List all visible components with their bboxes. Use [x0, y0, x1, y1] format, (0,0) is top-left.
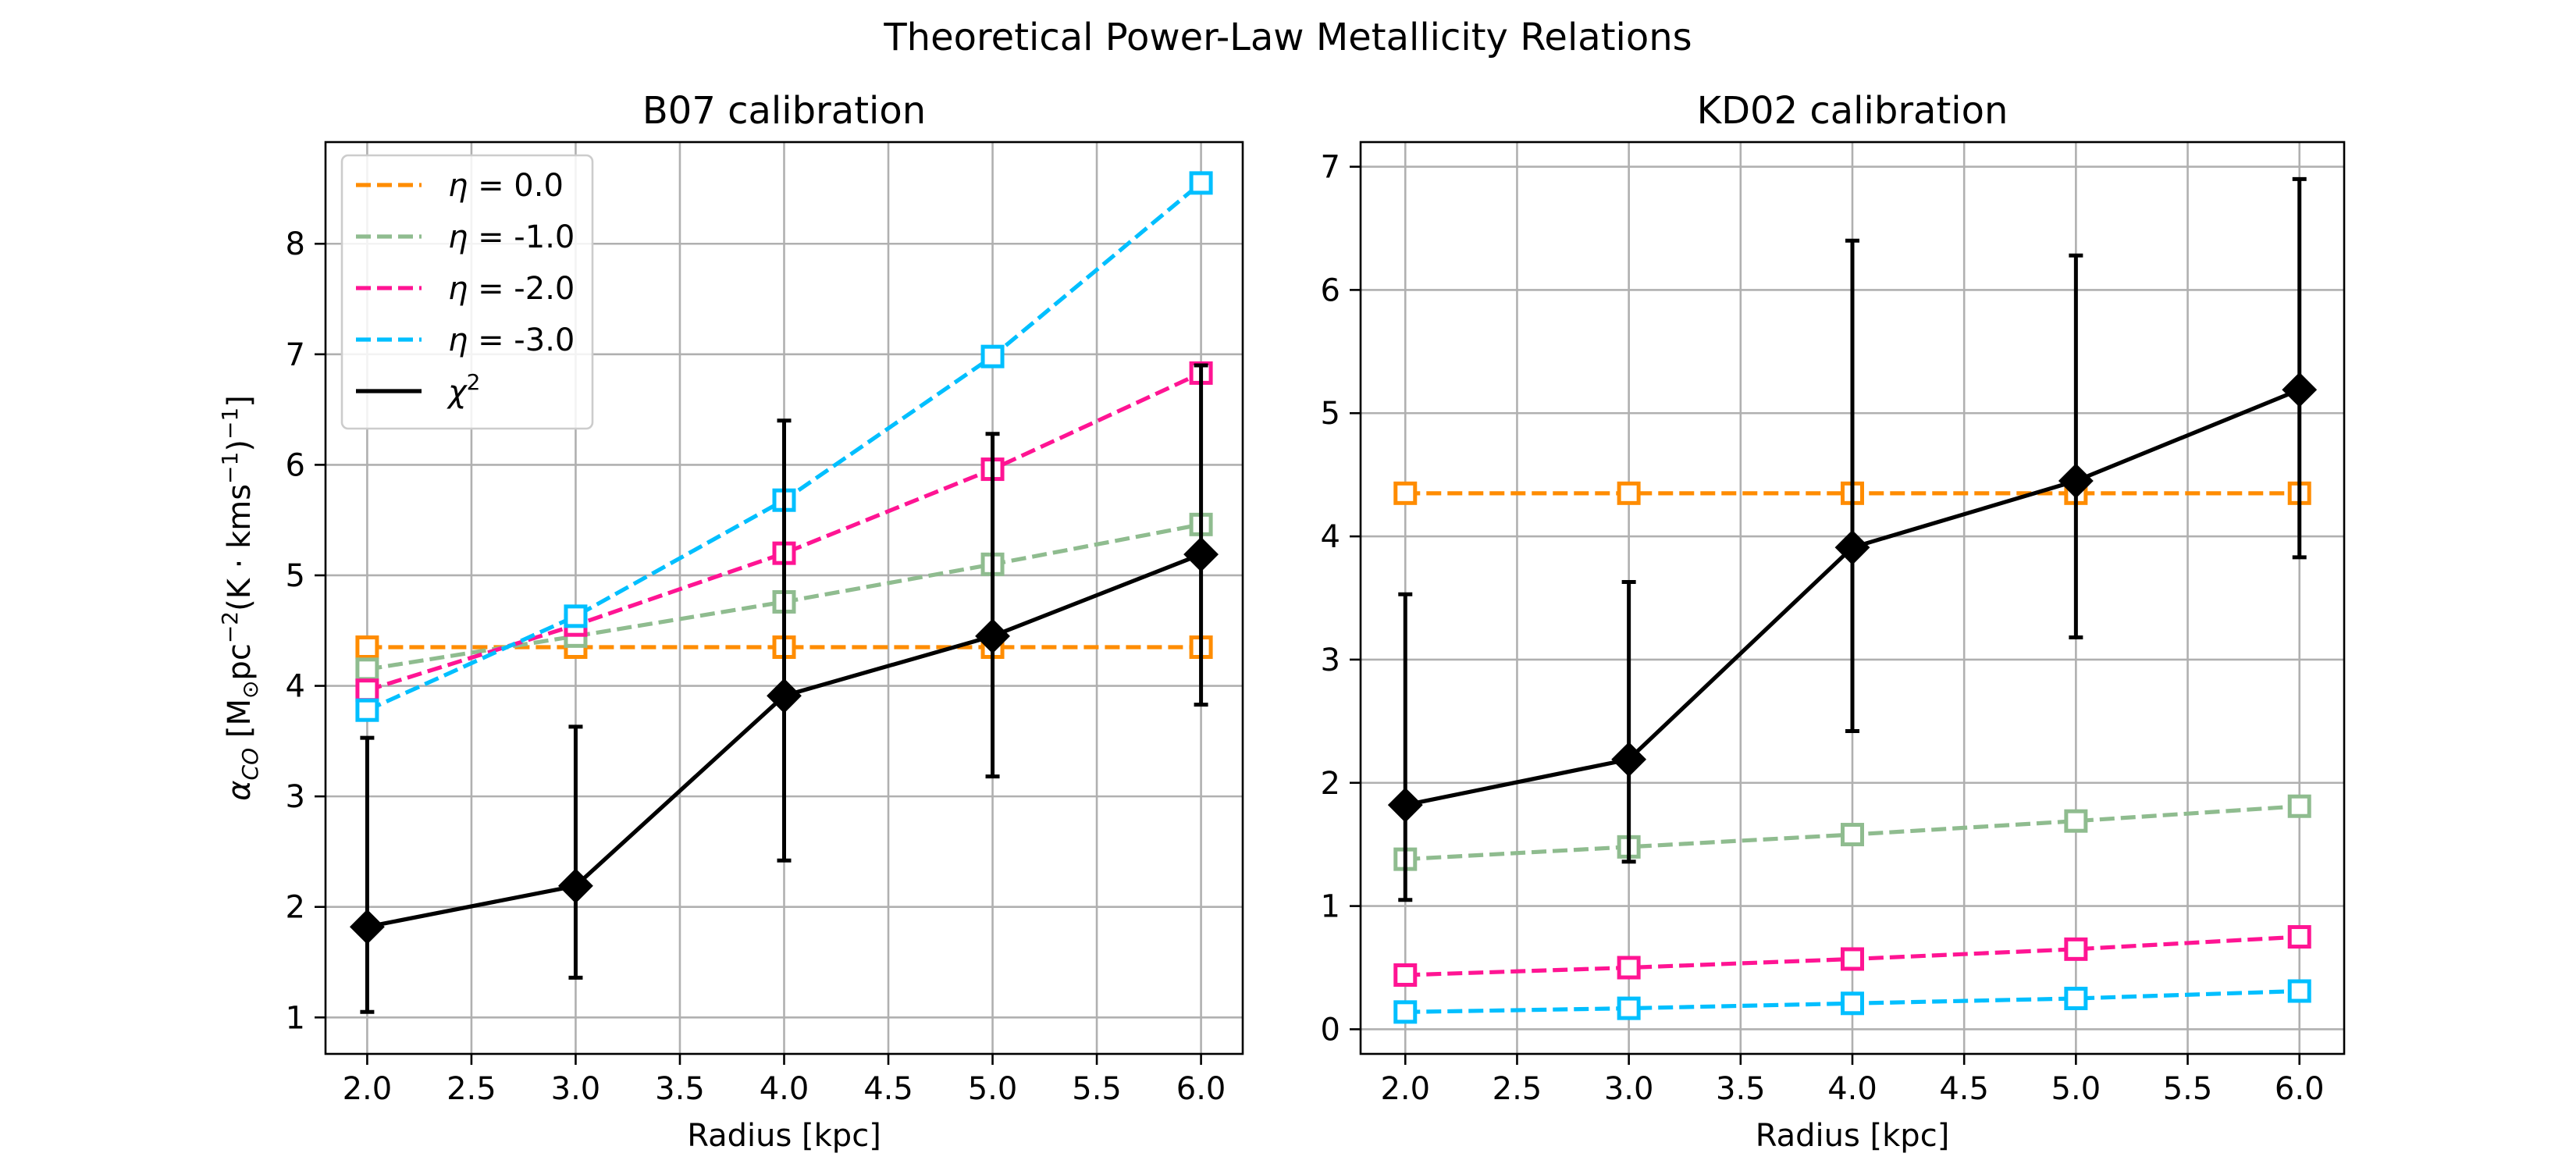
data-point: [1189, 171, 1213, 195]
x-tick-label: 4.0: [1827, 1071, 1877, 1107]
data-point: [2058, 463, 2094, 499]
series-eta-3-0-kd02: [1393, 979, 2311, 1024]
data-point: [975, 618, 1010, 654]
data-point: [2282, 372, 2318, 408]
data-point: [2064, 937, 2088, 961]
data-point: [1617, 481, 1641, 505]
data-point: [2064, 986, 2088, 1010]
legend-label: χ2: [447, 369, 481, 410]
data-point: [355, 635, 379, 660]
x-tick-label: 5.0: [2051, 1071, 2101, 1107]
x-tick-label: 6.0: [2275, 1071, 2325, 1107]
data-point: [1834, 529, 1870, 565]
x-tick-label: 3.0: [551, 1071, 601, 1107]
legend-item: η = -1.0: [356, 219, 575, 255]
y-tick-label: 0: [1321, 1012, 1340, 1048]
ticks-b07: 2.0 2.5 3.0 3.5 4.0 4.5 5.0 5.5 6.0 1 2 3 4 5 6 7 8: [286, 226, 1226, 1107]
y-tick-label: 8: [286, 226, 305, 262]
x-tick-label: 3.5: [655, 1071, 705, 1107]
legend-item: η = 0.0: [356, 168, 564, 204]
data-point: [564, 604, 588, 628]
data-point: [558, 868, 593, 904]
ticks-kd02: 2.0 2.5 3.0 3.5 4.0 4.5 5.0 5.5 6.0 0 1 2 3 4 5 6 7: [1321, 150, 2325, 1107]
y-axis-label-b07: αCO [M⊙pc−2(K · kms−1)−1]: [217, 395, 263, 801]
panel-title-b07: B07 calibration: [642, 89, 926, 133]
data-point: [2287, 794, 2311, 818]
data-point: [1617, 996, 1641, 1020]
x-tick-label: 2.5: [1493, 1071, 1542, 1107]
legend-item: χ2: [356, 369, 481, 410]
y-tick-label: 6: [1321, 272, 1340, 308]
series-chi2-kd02: [1387, 176, 2318, 902]
data-point: [1393, 1000, 1418, 1024]
legend-label: η = -1.0: [448, 219, 575, 255]
x-tick-label: 2.0: [343, 1071, 393, 1107]
data-point: [767, 678, 802, 714]
legend-label: η = -3.0: [448, 322, 575, 358]
x-tick-label: 5.5: [1072, 1071, 1122, 1107]
y-tick-label: 5: [1321, 396, 1340, 432]
y-tick-label: 5: [286, 558, 305, 594]
data-point: [2287, 979, 2311, 1003]
data-point: [355, 698, 379, 722]
x-tick-label: 2.5: [447, 1071, 496, 1107]
x-tick-label: 2.0: [1380, 1071, 1430, 1107]
x-tick-label: 3.5: [1716, 1071, 1766, 1107]
data-point: [349, 909, 385, 945]
y-tick-label: 1: [286, 1000, 305, 1036]
data-point: [355, 678, 379, 703]
x-axis-label-b07: Radius [kpc]: [687, 1118, 881, 1154]
x-tick-label: 4.5: [863, 1071, 913, 1107]
data-point: [1617, 956, 1641, 980]
legend-label: η = -2.0: [448, 271, 575, 307]
legend-box: [340, 154, 594, 430]
data-point: [1393, 963, 1418, 987]
panel-kd02: 2.0 2.5 3.0 3.5 4.0 4.5 5.0 5.5 6.0 0 1 2 3 4 5 6 7 KD02…: [1321, 89, 2346, 1154]
data-point: [1841, 947, 1864, 971]
x-tick-label: 6.0: [1176, 1071, 1226, 1107]
y-tick-label: 4: [286, 669, 305, 705]
data-point: [1183, 536, 1219, 572]
series-chi2-b07: [349, 363, 1219, 1014]
x-tick-label: 5.0: [968, 1071, 1018, 1107]
data-point: [2287, 925, 2311, 949]
x-axis-label-kd02: Radius [kpc]: [1756, 1118, 1950, 1154]
series-kd02: [1387, 176, 2318, 1024]
panel-title-kd02: KD02 calibration: [1697, 89, 2008, 133]
legend-item: η = -2.0: [356, 271, 575, 307]
x-tick-label: 4.0: [760, 1071, 809, 1107]
y-tick-label: 4: [1321, 519, 1340, 555]
panel-b07: 2.0 2.5 3.0 3.5 4.0 4.5 5.0 5.5 6.0 1 2 3 4 5 6 7 8 B07 …: [217, 89, 1244, 1154]
data-point: [1387, 787, 1423, 823]
y-tick-label: 6: [286, 447, 305, 483]
x-tick-label: 4.5: [1939, 1071, 1989, 1107]
data-point: [2064, 809, 2088, 833]
data-point: [1841, 991, 1864, 1016]
y-tick-label: 7: [286, 337, 305, 373]
y-tick-label: 7: [1321, 150, 1340, 186]
legend-item: η = -3.0: [356, 322, 575, 358]
legend: η = 0.0 η = -1.0 η = -2.0 η = -3.0 χ2: [340, 154, 594, 430]
series-eta-2-0-kd02: [1393, 925, 2311, 987]
data-point: [1393, 481, 1418, 505]
data-point: [1611, 742, 1647, 778]
y-tick-label: 3: [286, 779, 305, 815]
data-point: [355, 657, 379, 682]
y-tick-label: 3: [1321, 642, 1340, 678]
y-tick-label: 2: [1321, 766, 1340, 802]
data-point: [980, 344, 1005, 368]
data-point: [1841, 823, 1864, 847]
series-line: [366, 371, 1202, 692]
legend-label: η = 0.0: [448, 168, 564, 204]
y-tick-label: 1: [1321, 889, 1340, 925]
series-b07: [349, 171, 1219, 1014]
x-tick-label: 3.0: [1604, 1071, 1654, 1107]
figure-title: Theoretical Power-Law Metallicity Relati…: [883, 16, 1692, 59]
y-tick-label: 2: [286, 890, 305, 926]
x-tick-label: 5.5: [2163, 1071, 2213, 1107]
